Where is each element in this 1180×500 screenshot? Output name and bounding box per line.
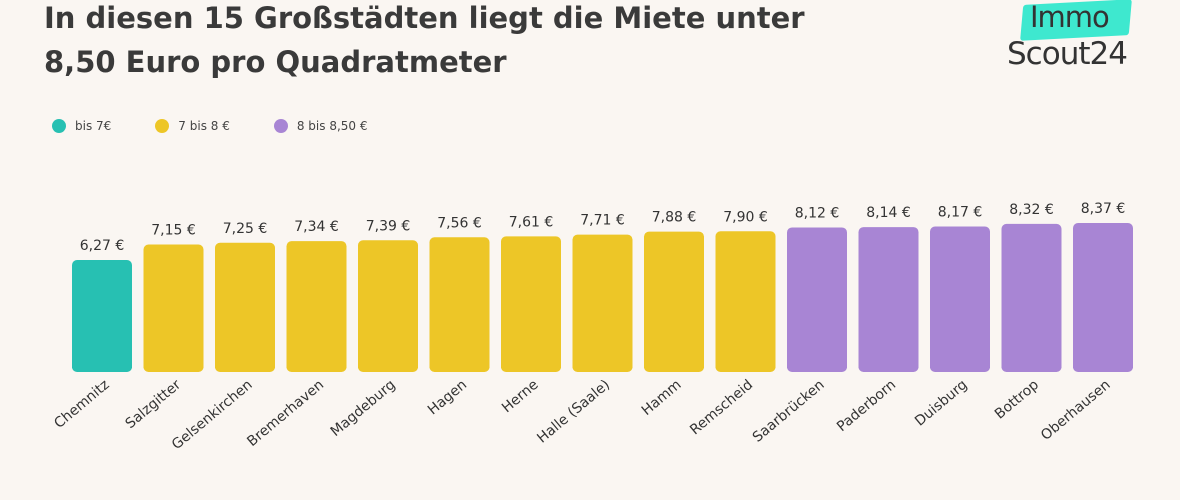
bar-chemnitz [72, 260, 132, 372]
bar-hagen [429, 237, 490, 372]
data-label: 8,17 € [938, 205, 983, 221]
category-label: Herne [499, 377, 542, 416]
category-label: Paderborn [834, 377, 899, 435]
bar-oberhausen [1073, 223, 1133, 372]
category-label: Oberhausen [1038, 377, 1114, 444]
chart-title-line-1: In diesen 15 Großstädten liegt die Miete… [44, 1, 805, 35]
bar-base [1073, 364, 1133, 368]
bar-base [787, 364, 847, 368]
legend-item-7-bis-8: 7 bis 8 € [155, 119, 230, 133]
category-label: Hagen [425, 377, 470, 418]
bar-hamm [644, 231, 704, 372]
data-label: 8,32 € [1009, 202, 1054, 218]
legend-label: bis 7€ [75, 119, 112, 133]
legend-item-8-bis-8-50: 8 bis 8,50 € [273, 119, 368, 133]
bar-base [143, 364, 204, 368]
bar-base [501, 364, 561, 368]
data-label: 8,12 € [795, 205, 840, 221]
category-label: Bremerhaven [244, 377, 327, 450]
data-label: 7,56 € [437, 215, 482, 231]
data-label: 7,71 € [580, 213, 625, 229]
category-label: Halle (Saale) [534, 377, 613, 447]
data-label: 7,25 € [223, 221, 268, 237]
category-label: Duisburg [912, 377, 971, 430]
bar-magdeburg [358, 240, 418, 372]
data-label: 7,88 € [652, 210, 697, 226]
legend-swatch [155, 119, 170, 133]
legend: bis 7€ 7 bis 8 € 8 bis 8,50 € [52, 116, 412, 136]
bar-duisburg [930, 226, 990, 372]
bar-herne [501, 236, 561, 372]
bar-bremerhaven [286, 241, 347, 372]
bar-base [429, 364, 490, 368]
data-label: 7,61 € [509, 214, 554, 230]
legend-swatch [52, 119, 66, 133]
data-label: 8,37 € [1081, 201, 1126, 217]
bar-remscheid [715, 231, 776, 372]
category-label: Salzgitter [123, 377, 185, 432]
data-label: 7,15 € [151, 223, 196, 239]
bar-gelsenkirchen [215, 242, 275, 372]
bar-base [286, 364, 347, 368]
category-label: Remscheid [687, 377, 756, 439]
bar-paderborn [858, 227, 919, 372]
bar-bottrop [1001, 223, 1062, 372]
category-label: Saarbrücken [750, 377, 828, 446]
chart-title: In diesen 15 Großstädten liegt die Miete… [44, 0, 805, 84]
logo-line-1: Immo [1030, 0, 1110, 34]
logo-line-2: Scout24 [1007, 36, 1128, 72]
legend-label: 7 bis 8 € [178, 119, 230, 133]
data-label: 7,39 € [366, 218, 411, 234]
category-label: Magdeburg [328, 377, 399, 440]
category-label: Hamm [639, 377, 685, 419]
chart-title-line-2: 8,50 Euro pro Quadratmeter [44, 45, 507, 79]
category-label: Bottrop [992, 377, 1042, 423]
data-label: 8,14 € [866, 205, 911, 221]
immoscout24-logo: Immo Scout24 [1006, 0, 1156, 80]
legend-swatch [273, 119, 288, 133]
bar-base [930, 364, 990, 368]
legend-item-bis-7: bis 7€ [52, 119, 111, 133]
bar-saarbrücken [787, 227, 847, 372]
bar-salzgitter [143, 244, 204, 372]
bar-base [644, 364, 704, 368]
bar-base [1001, 364, 1062, 368]
bar-base [858, 364, 919, 368]
bar-base [72, 364, 132, 368]
bar-base [572, 364, 633, 368]
data-label: 7,34 € [294, 219, 339, 235]
bar-base [358, 364, 418, 368]
bar-halle-saale- [572, 234, 633, 372]
data-label: 7,90 € [723, 209, 768, 225]
legend-label: 8 bis 8,50 € [296, 119, 368, 133]
category-label: Chemnitz [51, 377, 112, 432]
bar-base [215, 364, 275, 368]
bar-base [715, 364, 776, 368]
data-label: 6,27 € [80, 238, 125, 254]
